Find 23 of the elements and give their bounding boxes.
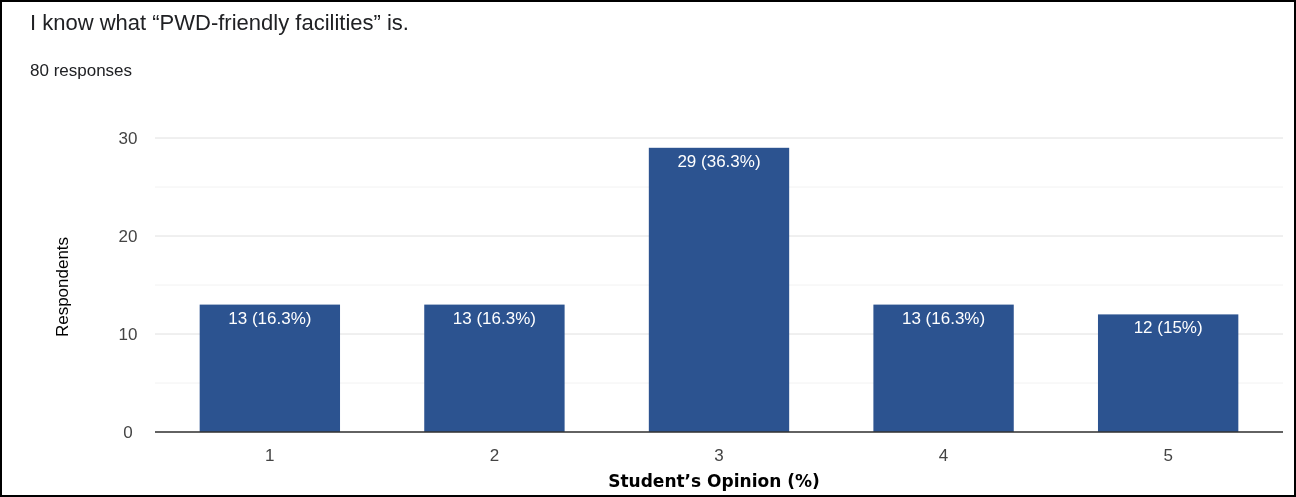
x-tick-label: 5 (1163, 446, 1173, 465)
chart-title: I know what “PWD-friendly facilities” is. (30, 10, 409, 35)
y-tick-label: 20 (118, 227, 138, 246)
data-label: 13 (16.3%) (228, 308, 312, 328)
bar (1097, 314, 1239, 432)
y-axis-title: Respondents (53, 236, 72, 338)
data-label: 29 (36.3%) (677, 151, 761, 171)
bar (424, 304, 565, 432)
bar (199, 304, 341, 432)
y-tick-label: 0 (123, 423, 133, 442)
data-label: 13 (16.3%) (901, 308, 986, 328)
bar (648, 147, 790, 432)
x-tick-label: 3 (714, 446, 724, 465)
x-axis-title: Student’s Opinion (%) (608, 471, 820, 491)
y-tick-label: 10 (118, 325, 138, 344)
data-label: 12 (15%) (1133, 318, 1203, 338)
x-tick-label: 4 (938, 446, 949, 465)
y-tick-label: 30 (118, 129, 138, 148)
chart-subtitle: 80 responses (30, 61, 133, 80)
bar (873, 304, 1014, 432)
x-tick-label: 1 (265, 446, 275, 465)
x-tick-label: 2 (489, 446, 500, 465)
data-label: 13 (16.3%) (452, 308, 537, 328)
